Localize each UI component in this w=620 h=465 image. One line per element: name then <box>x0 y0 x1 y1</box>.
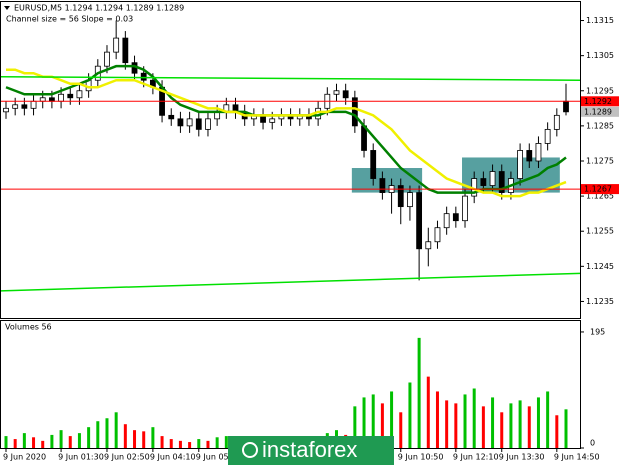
candle-body <box>177 118 184 127</box>
price-label: 1.1292 <box>584 97 612 106</box>
price-label-bg <box>581 106 619 117</box>
candle-body <box>553 114 560 130</box>
candle-body <box>452 213 459 222</box>
y-tick-label: 1.1285 <box>586 121 614 130</box>
watermark-logo <box>242 442 258 458</box>
candle-body <box>205 118 211 130</box>
candle-body <box>434 227 441 243</box>
x-tick-label: 9 Jun 13:30 <box>499 453 545 462</box>
candle-body <box>379 178 386 193</box>
candle-body <box>517 150 523 179</box>
candle-body <box>544 128 551 144</box>
candle-body <box>67 93 74 99</box>
x-tick-label: 9 Jun 01:30 <box>58 453 104 462</box>
candle-body <box>195 118 202 130</box>
candle-body <box>113 37 120 53</box>
candle-body <box>397 185 404 208</box>
candle-body <box>168 114 175 120</box>
watermark: instaforex <box>262 437 357 462</box>
candle-body <box>3 107 9 113</box>
candle-body <box>140 72 147 81</box>
candle-body <box>351 97 358 127</box>
y-tick-label: 1.1275 <box>586 156 614 165</box>
candle-body <box>416 192 423 250</box>
y-tick-label: 1.1265 <box>586 192 614 201</box>
x-tick-label: 9 Jun 14:50 <box>554 453 600 462</box>
y-tick-label: 1.1255 <box>586 227 614 236</box>
x-tick-label: 9 Jun 04:10 <box>150 453 196 462</box>
candle-body <box>76 90 83 99</box>
y-tick-label: 1.1305 <box>586 51 614 60</box>
channel-line <box>0 75 581 81</box>
menu-icon <box>4 6 10 10</box>
candle-body <box>563 100 569 113</box>
x-tick-label: 9 Jun 2020 <box>3 453 46 462</box>
channel-line <box>0 272 581 292</box>
candle-body <box>342 90 349 99</box>
x-tick-label: 9 Jun 05 <box>196 453 229 462</box>
candle-body <box>333 90 340 95</box>
x-tick-label: 9 Jun 02:50 <box>104 453 150 462</box>
y-tick-label: 1.1245 <box>586 262 614 271</box>
candle-body <box>104 51 110 67</box>
y-tick-label: 0 <box>590 439 595 448</box>
price-label: 1.1289 <box>584 107 612 116</box>
candle-body <box>12 104 19 109</box>
x-tick-label: 9 Jun 10:50 <box>398 453 444 462</box>
y-tick-label: 1.1315 <box>586 16 614 25</box>
candle-body <box>535 143 542 162</box>
y-tick-label: 195 <box>590 327 605 336</box>
y-tick-label: 1.1295 <box>586 86 614 95</box>
candle-body <box>498 171 505 193</box>
watermark-bg <box>228 436 394 465</box>
price-label-bg <box>581 96 619 107</box>
candle-body <box>462 195 468 222</box>
candle-body <box>425 241 432 250</box>
price-panel <box>0 1 581 319</box>
chart-title: EURUSD,M5 1.1294 1.1294 1.1289 1.1289 <box>14 4 184 13</box>
candle-body <box>489 171 496 186</box>
candle-body <box>186 118 193 127</box>
candle-body <box>39 97 46 102</box>
candle-body <box>49 97 55 102</box>
price-label-bg <box>581 184 619 195</box>
moving-average <box>6 68 567 198</box>
volume-title: Volumes 56 <box>5 323 52 332</box>
price-label: 1.1267 <box>584 185 612 194</box>
y-tick-label: 1.1235 <box>586 297 614 306</box>
candle-body <box>21 104 28 109</box>
candle-body <box>526 150 533 162</box>
candle-body <box>407 192 413 208</box>
x-tick-label: 9 Jun 12:10 <box>453 453 499 462</box>
candle-body <box>122 37 129 64</box>
candle-body <box>269 118 276 123</box>
candle-body <box>58 93 64 102</box>
candle-body <box>480 178 487 186</box>
indicator-label: Channel size = 56 Slope = 0.03 <box>6 15 133 24</box>
candle-body <box>30 100 37 109</box>
candle-body <box>443 213 450 229</box>
candle-body <box>370 150 377 179</box>
